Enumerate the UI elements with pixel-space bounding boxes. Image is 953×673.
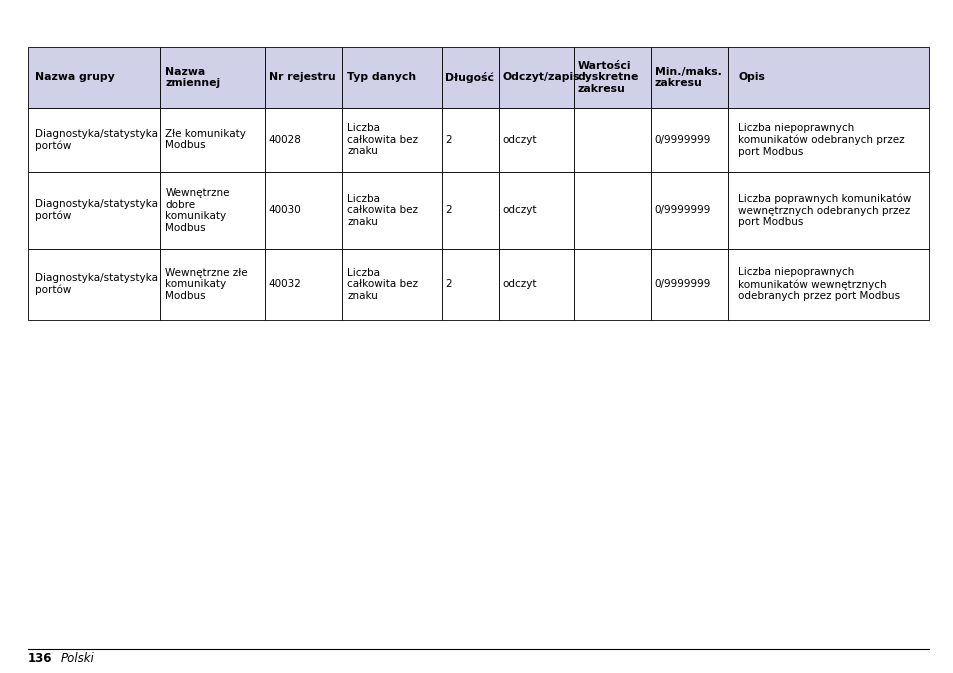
Text: Odczyt/zapis: Odczyt/zapis (502, 73, 579, 82)
FancyBboxPatch shape (650, 47, 727, 108)
Text: 0/9999999: 0/9999999 (654, 135, 710, 145)
Text: 2: 2 (445, 135, 452, 145)
FancyBboxPatch shape (498, 249, 573, 320)
Text: Wartości
dyskretne
zakresu: Wartości dyskretne zakresu (577, 61, 639, 94)
FancyBboxPatch shape (160, 249, 265, 320)
Text: Liczba poprawnych komunikatów
wewnętrznych odebranych przez
port Modbus: Liczba poprawnych komunikatów wewnętrzny… (738, 193, 911, 227)
FancyBboxPatch shape (650, 172, 727, 249)
FancyBboxPatch shape (342, 47, 442, 108)
FancyBboxPatch shape (160, 108, 265, 172)
FancyBboxPatch shape (265, 172, 342, 249)
Text: Liczba niepoprawnych
komunikatów wewnętrznych
odebranych przez port Modbus: Liczba niepoprawnych komunikatów wewnętr… (738, 267, 900, 302)
Text: 2: 2 (445, 205, 452, 215)
Text: Diagnostyka/statystyka
portów: Diagnostyka/statystyka portów (34, 129, 157, 151)
FancyBboxPatch shape (442, 108, 498, 172)
Text: Wewnętrzne
dobre
komunikaty
Modbus: Wewnętrzne dobre komunikaty Modbus (165, 188, 230, 233)
FancyBboxPatch shape (265, 108, 342, 172)
Text: Nazwa grupy: Nazwa grupy (34, 73, 114, 82)
FancyBboxPatch shape (650, 249, 727, 320)
Text: odczyt: odczyt (502, 279, 537, 289)
FancyBboxPatch shape (573, 47, 650, 108)
FancyBboxPatch shape (727, 249, 927, 320)
FancyBboxPatch shape (265, 249, 342, 320)
Text: Polski: Polski (61, 651, 94, 665)
FancyBboxPatch shape (342, 172, 442, 249)
Text: Liczba
całkowita bez
znaku: Liczba całkowita bez znaku (347, 123, 417, 156)
FancyBboxPatch shape (28, 172, 160, 249)
Text: Min./maks.
zakresu: Min./maks. zakresu (654, 67, 720, 88)
Text: odczyt: odczyt (502, 205, 537, 215)
FancyBboxPatch shape (650, 108, 727, 172)
FancyBboxPatch shape (28, 249, 160, 320)
FancyBboxPatch shape (442, 249, 498, 320)
Text: Opis: Opis (738, 73, 764, 82)
FancyBboxPatch shape (265, 47, 342, 108)
Text: Złe komunikaty
Modbus: Złe komunikaty Modbus (165, 129, 246, 151)
Text: Liczba
całkowita bez
znaku: Liczba całkowita bez znaku (347, 268, 417, 301)
FancyBboxPatch shape (442, 172, 498, 249)
FancyBboxPatch shape (573, 108, 650, 172)
Text: Nazwa
zmiennej: Nazwa zmiennej (165, 67, 220, 88)
Text: 0/9999999: 0/9999999 (654, 279, 710, 289)
Text: odczyt: odczyt (502, 135, 537, 145)
Text: Diagnostyka/statystyka
portów: Diagnostyka/statystyka portów (34, 199, 157, 221)
FancyBboxPatch shape (727, 47, 927, 108)
FancyBboxPatch shape (160, 172, 265, 249)
Text: 40030: 40030 (269, 205, 301, 215)
FancyBboxPatch shape (442, 47, 498, 108)
FancyBboxPatch shape (573, 172, 650, 249)
FancyBboxPatch shape (727, 172, 927, 249)
Text: 2: 2 (445, 279, 452, 289)
Text: 136: 136 (28, 651, 52, 665)
Text: Wewnętrzne złe
komunikaty
Modbus: Wewnętrzne złe komunikaty Modbus (165, 268, 248, 301)
FancyBboxPatch shape (498, 172, 573, 249)
FancyBboxPatch shape (498, 47, 573, 108)
FancyBboxPatch shape (28, 108, 160, 172)
Text: Liczba
całkowita bez
znaku: Liczba całkowita bez znaku (347, 194, 417, 227)
Text: 0/9999999: 0/9999999 (654, 205, 710, 215)
FancyBboxPatch shape (727, 108, 927, 172)
FancyBboxPatch shape (498, 108, 573, 172)
Text: Diagnostyka/statystyka
portów: Diagnostyka/statystyka portów (34, 273, 157, 295)
FancyBboxPatch shape (160, 47, 265, 108)
FancyBboxPatch shape (342, 108, 442, 172)
Text: Typ danych: Typ danych (347, 73, 416, 82)
Text: Długość: Długość (445, 72, 494, 83)
Text: 40028: 40028 (269, 135, 301, 145)
Text: Liczba niepoprawnych
komunikatów odebranych przez
port Modbus: Liczba niepoprawnych komunikatów odebran… (738, 122, 904, 157)
FancyBboxPatch shape (342, 249, 442, 320)
Text: 40032: 40032 (269, 279, 301, 289)
FancyBboxPatch shape (28, 47, 160, 108)
FancyBboxPatch shape (573, 249, 650, 320)
Text: Nr rejestru: Nr rejestru (269, 73, 335, 82)
